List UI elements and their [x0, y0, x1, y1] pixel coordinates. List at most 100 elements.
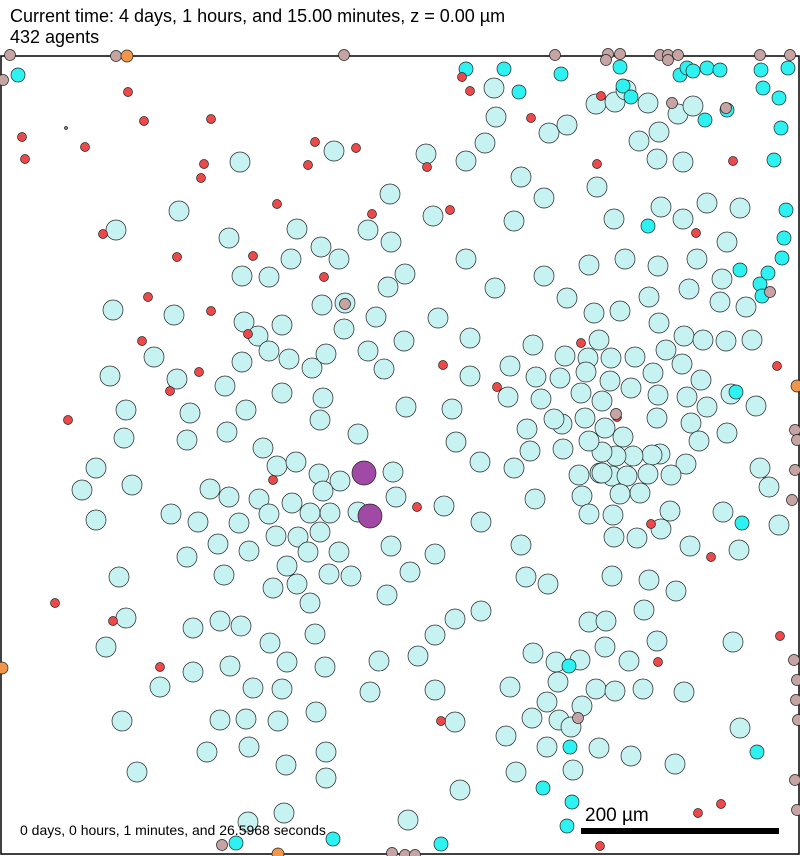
- agent-pale-cyan: [111, 710, 133, 732]
- agent-red: [351, 143, 361, 153]
- agent-red: [412, 502, 422, 512]
- agent-mauve: [784, 49, 796, 61]
- agent-pale-cyan: [433, 495, 455, 517]
- agent-red: [199, 159, 209, 169]
- agent-cyan: [766, 152, 782, 168]
- agent-mauve: [672, 49, 684, 61]
- agent-pale-cyan: [675, 453, 697, 475]
- agent-pale-cyan: [673, 325, 695, 347]
- agent-pale-cyan: [533, 187, 555, 209]
- agent-mauve: [110, 50, 122, 62]
- agent-red: [595, 841, 605, 851]
- agent-cyan: [780, 60, 796, 76]
- agent-pale-cyan: [711, 268, 733, 290]
- agent-red: [367, 209, 377, 219]
- agent-pale-cyan: [427, 307, 449, 329]
- agent-mauve: [4, 49, 16, 61]
- agent-pale-cyan: [315, 741, 337, 763]
- agent-mauve: [786, 494, 798, 506]
- agent-pale-cyan: [149, 676, 171, 698]
- agent-pale-cyan: [503, 457, 525, 479]
- agent-pale-cyan: [646, 630, 668, 652]
- agent-cyan: [697, 112, 713, 128]
- agent-pale-cyan: [642, 362, 664, 384]
- agent-pale-cyan: [287, 526, 309, 548]
- agent-mauve: [754, 49, 766, 61]
- agent-red: [775, 631, 785, 641]
- agent-pale-cyan: [696, 192, 718, 214]
- agent-pale-cyan: [533, 265, 555, 287]
- agent-cyan: [753, 62, 769, 78]
- agent-red: [465, 86, 475, 96]
- agent-red: [596, 91, 606, 101]
- agent-pale-cyan: [407, 645, 429, 667]
- agent-cyan: [749, 744, 765, 760]
- agent-pale-cyan: [176, 429, 198, 451]
- agent-pale-cyan: [562, 759, 584, 781]
- agent-pale-cyan: [574, 407, 596, 429]
- agent-mauve: [720, 102, 732, 114]
- agent-cyan: [615, 78, 631, 94]
- agent-red: [436, 716, 446, 726]
- agent-pale-cyan: [318, 563, 340, 585]
- agent-pale-cyan: [382, 461, 404, 483]
- agent-pale-cyan: [199, 478, 221, 500]
- agent-pale-cyan: [424, 624, 446, 646]
- agent-red: [706, 552, 716, 562]
- agent-red: [492, 382, 502, 392]
- agent-mauve: [0, 74, 9, 86]
- agent-pale-cyan: [235, 399, 257, 421]
- agent-pale-cyan: [297, 541, 319, 563]
- agent-pale-cyan: [525, 366, 547, 388]
- agent-pale-cyan: [510, 534, 532, 556]
- agent-pale-cyan: [578, 503, 600, 525]
- agent-pale-cyan: [285, 451, 307, 473]
- agent-pale-cyan: [182, 661, 204, 683]
- agent-pale-cyan: [624, 346, 646, 368]
- agent-pale-cyan: [692, 329, 714, 351]
- agent-pale-cyan: [594, 417, 616, 439]
- agent-red: [457, 72, 467, 82]
- agent-pale-cyan: [163, 304, 185, 326]
- agent-purple: [351, 460, 377, 486]
- agent-pale-cyan: [207, 533, 229, 555]
- agent-pale-cyan: [632, 678, 654, 700]
- agent-mauve: [386, 847, 398, 856]
- agent-red: [139, 116, 149, 126]
- agent-cyan: [325, 831, 341, 847]
- agent-red: [196, 173, 206, 183]
- agent-pale-cyan: [620, 745, 642, 767]
- agent-pale-cyan: [536, 736, 558, 758]
- agent-pale-cyan: [600, 347, 622, 369]
- agent-red: [310, 137, 320, 147]
- agent-pale-cyan: [229, 151, 251, 173]
- agent-pale-cyan: [716, 422, 738, 444]
- agent-cyan: [433, 836, 449, 852]
- agent-pale-cyan: [281, 492, 303, 514]
- agent-pale-cyan: [648, 121, 670, 143]
- agent-pale-cyan: [745, 395, 767, 417]
- agent-pale-cyan: [688, 430, 710, 452]
- agent-pale-cyan: [422, 205, 444, 227]
- agent-pale-cyan: [522, 334, 544, 356]
- agent-pale-cyan: [380, 231, 402, 253]
- agent-pale-cyan: [209, 610, 231, 632]
- agent-pale-cyan: [424, 543, 446, 565]
- agent-pale-cyan: [108, 566, 130, 588]
- agent-pale-cyan: [549, 367, 571, 389]
- agent-cyan: [612, 59, 628, 75]
- agent-pale-cyan: [543, 408, 565, 430]
- agent-cyan: [496, 61, 512, 77]
- agent-pale-cyan: [312, 480, 334, 502]
- agent-cyan: [755, 80, 771, 96]
- agent-pale-cyan: [603, 208, 625, 230]
- agent-mauve: [791, 804, 800, 816]
- agent-pale-cyan: [219, 655, 241, 677]
- agent-pale-cyan: [556, 287, 578, 309]
- agent-orange: [0, 661, 9, 675]
- agent-red: [303, 160, 313, 170]
- agent-pale-cyan: [537, 573, 559, 595]
- agent-pale-cyan: [665, 580, 687, 602]
- agent-red: [206, 306, 216, 316]
